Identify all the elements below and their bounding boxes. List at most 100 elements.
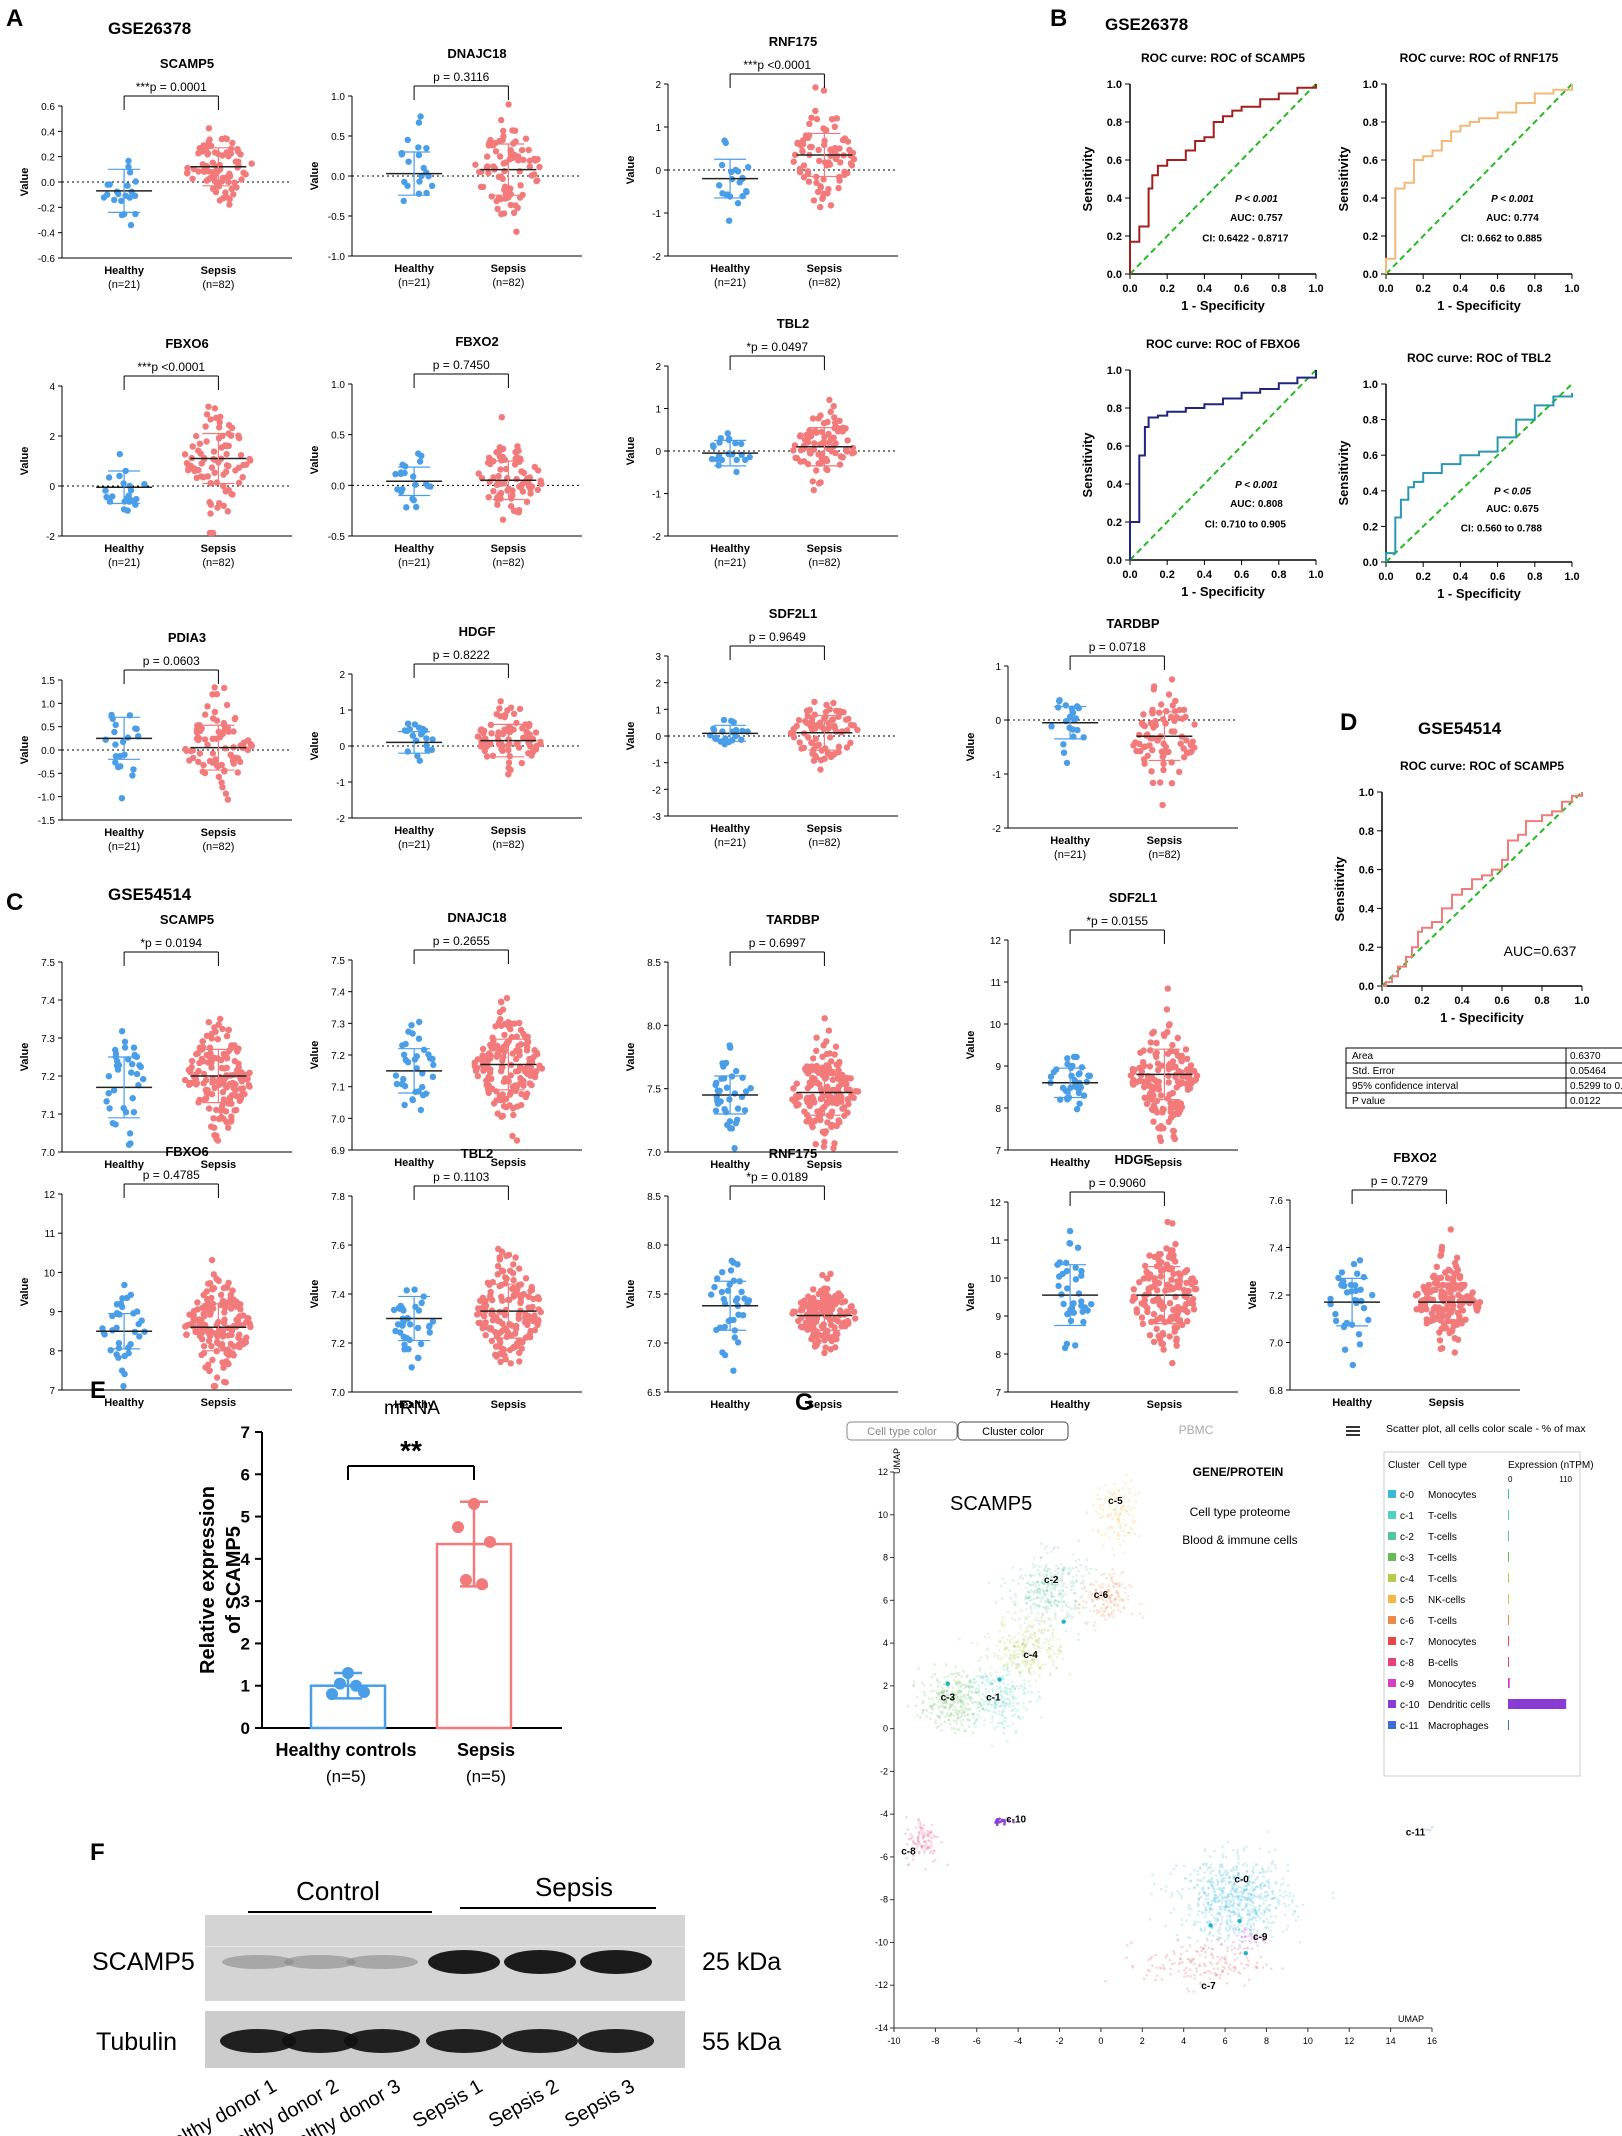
n-label: (n=82) [808,277,840,289]
umap-cell-point [1226,1915,1229,1918]
data-point [420,164,427,172]
umap-cell-point [1204,1912,1207,1915]
umap-cell-point [1196,1939,1199,1943]
umap-cell-point [1079,1563,1082,1567]
data-point [1169,1104,1177,1111]
umap-cell-point [1052,1602,1056,1605]
data-point [222,790,230,797]
y-tick-label: 1.0 [1363,379,1378,391]
umap-cell-point [1238,1939,1241,1942]
umap-cell-point [1028,1595,1031,1598]
umap-cell-point [972,1716,976,1719]
umap-cell-point [1240,1916,1243,1920]
data-point [1173,1337,1180,1345]
umap-cell-point [1003,1702,1007,1705]
y-tick-label: 0.0 [41,746,55,757]
data-point [208,1059,215,1066]
data-point [220,1284,227,1292]
cluster-color-button[interactable] [957,1421,1069,1441]
data-point [201,1313,208,1320]
umap-cell-point [994,1701,997,1704]
data-point [807,450,814,457]
roc-ci: CI: 0.560 to 0.788 [1461,524,1543,535]
y-tick-label: 7.0 [41,1148,55,1159]
umap-cell-point [1226,1922,1229,1925]
umap-cell-point [1169,1911,1173,1915]
row-label: Tubulin [96,2028,177,2056]
umap-cell-point [1237,1914,1241,1918]
data-point [241,1090,248,1098]
menu-icon[interactable] [1346,1426,1360,1436]
umap-cell-point [1054,1599,1058,1602]
umap-cell-point [969,1679,973,1682]
umap-cell-point [1221,1873,1225,1877]
data-point [536,163,543,171]
scale-note: Scatter plot, all cells color scale - % … [1386,1423,1586,1435]
data-point [400,197,407,205]
data-point [119,738,127,745]
data-point [495,194,503,201]
y-tick-label: 2 [655,80,661,91]
umap-cell-point [1246,1922,1250,1926]
umap-cell-point [1274,1915,1277,1918]
umap-cell-point [1210,1903,1213,1906]
umap-cell-point [1001,1597,1004,1600]
n-label: (n=21) [714,837,746,849]
data-point [1151,1283,1158,1290]
y-tick-label: 12 [44,1190,56,1201]
umap-cell-point [1207,1887,1210,1890]
data-point [498,446,505,453]
p-value-label: p = 0.1103 [433,1170,489,1184]
data-point [804,168,812,175]
umap-cell-point [1054,1598,1057,1602]
umap-cell-point [1199,1866,1202,1870]
umap-cell-point [1043,1593,1046,1597]
y-tick-label: 8.0 [647,1021,661,1032]
x-category-label: Healthy [1050,835,1091,847]
umap-cell-point [1254,1919,1258,1922]
data-point [217,1015,224,1023]
pbmc-label: PBMC [1179,1423,1214,1437]
data-point [1156,1260,1164,1267]
menu-icon-bar [1346,1426,1360,1428]
data-point [843,1080,850,1088]
n-label: (n=21) [398,277,430,289]
data-point [426,1329,433,1336]
umap-cell-point [1332,1896,1335,1900]
data-point [840,709,847,716]
y-tick-label: 1.0 [1107,79,1122,91]
y-tick-label: 1 [655,123,661,134]
data-point [826,734,834,741]
umap-cell-point [1233,1888,1237,1892]
umap-cell-point [1211,1947,1215,1951]
umap-cell-point [1259,1934,1262,1937]
umap-cell-point [1178,1892,1181,1896]
data-point [1078,1064,1086,1071]
y-tick-label: 7.5 [41,958,55,969]
data-point [507,766,514,774]
data-point [1189,1275,1196,1282]
umap-cell-point [1227,1882,1231,1885]
umap-cell-point [997,1712,1001,1716]
data-point [1184,1318,1191,1325]
data-point [403,1334,410,1342]
data-point [106,1105,113,1112]
umap-cell-point [1228,1914,1232,1917]
cell-type-color-button[interactable] [846,1421,958,1441]
umap-cell-point [1210,1883,1213,1886]
umap-cell-point [1262,1884,1265,1888]
umap-cell-point [994,1706,997,1709]
data-point [710,443,717,450]
umap-cell-point [1032,1603,1035,1606]
data-point [534,1294,541,1301]
umap-cell-point [1201,1947,1205,1950]
umap-cell-point [1224,1882,1228,1886]
roc-p-value: P < 0.001 [1235,480,1278,491]
data-point [723,1084,731,1091]
umap-cell-point [1016,1709,1020,1713]
data-point [232,467,239,474]
data-point [209,750,217,757]
umap-cell-point [1012,1661,1015,1665]
umap-cell-point [1254,1863,1257,1866]
data-point [1066,1227,1074,1235]
